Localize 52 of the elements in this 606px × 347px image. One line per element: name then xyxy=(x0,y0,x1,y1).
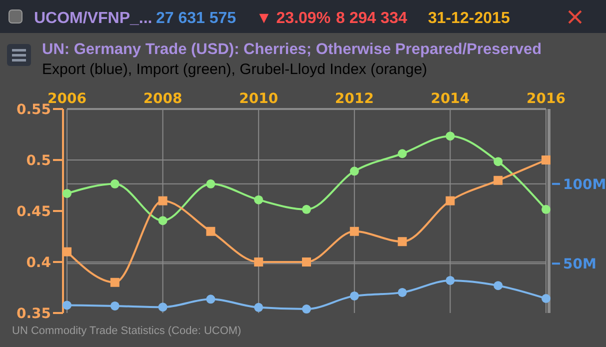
y2-tick-label: 50M xyxy=(563,256,596,273)
point xyxy=(494,157,503,166)
point xyxy=(350,291,359,300)
text: UN Commodity Trade Statistics (Code: UCOM) xyxy=(12,325,242,337)
y-tick-label: 0.4 xyxy=(26,255,52,271)
point xyxy=(302,304,311,314)
point xyxy=(542,156,550,164)
point xyxy=(110,301,120,310)
point xyxy=(302,204,311,214)
point xyxy=(302,258,311,266)
point xyxy=(206,294,216,304)
y-tick-label: 0.55 xyxy=(16,102,51,118)
point xyxy=(446,132,455,141)
point xyxy=(350,226,359,236)
point xyxy=(350,166,359,176)
x-tick-label: 2010 xyxy=(239,91,278,107)
x-tick-label: 2012 xyxy=(334,91,374,107)
y2-tick-label: 100M xyxy=(563,176,606,193)
x-tick-label: 2008 xyxy=(143,91,182,107)
point xyxy=(494,281,503,290)
point xyxy=(254,302,264,312)
point xyxy=(446,276,455,285)
point xyxy=(110,179,120,188)
point xyxy=(158,216,168,226)
point xyxy=(494,176,503,185)
y-tick-label: 0.45 xyxy=(16,204,51,220)
point xyxy=(158,196,168,206)
chart-subtitle: Export (blue), Import (green), Grubel-Lloyd Index (orange) xyxy=(42,61,428,78)
point xyxy=(446,196,455,206)
point xyxy=(542,294,550,303)
point xyxy=(254,258,264,266)
point xyxy=(62,188,72,198)
x-tick-label: 2016 xyxy=(526,91,566,107)
text: 8 294 334 xyxy=(336,10,408,27)
point xyxy=(398,149,407,158)
point xyxy=(110,278,120,287)
point xyxy=(254,195,264,204)
point xyxy=(206,179,216,188)
point xyxy=(398,237,407,246)
point xyxy=(398,288,407,297)
point xyxy=(542,204,550,214)
y-tick-label: 0.5 xyxy=(26,153,51,169)
point xyxy=(206,226,216,236)
text: 31-12-2015 xyxy=(428,10,510,27)
text: ▼ 23.09% xyxy=(256,10,331,27)
chart-title: UN: Germany Trade (USD): Cherries; Otherwise Prepared/Preserved xyxy=(42,41,542,58)
text: 27 631 575 xyxy=(156,10,236,27)
y-tick-label: 0.35 xyxy=(16,306,51,322)
x-tick-label: 2014 xyxy=(430,91,470,107)
point xyxy=(62,300,72,310)
text: UCOM/VFNP_... xyxy=(34,10,152,27)
point xyxy=(158,302,168,312)
